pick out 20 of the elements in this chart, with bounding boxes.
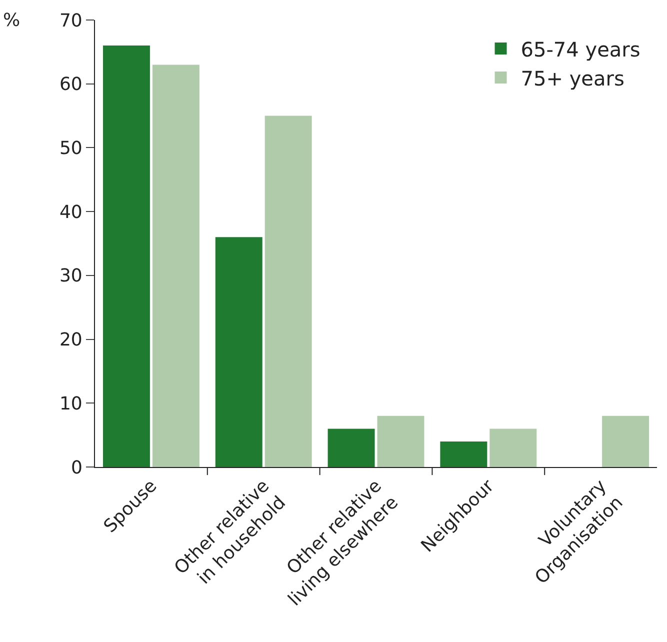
y-tick-label: 30 [59,266,82,287]
bar [490,428,537,467]
y-tick-label: 60 [59,74,82,96]
y-tick-label: 40 [59,202,82,223]
y-axis-title: % [3,10,20,31]
y-tick-label: 10 [59,393,82,414]
y-tick-label: 0 [70,457,82,478]
bar [264,116,312,467]
legend-label: 65-74 years [520,37,640,62]
bar [102,46,150,467]
bar [377,416,424,467]
bar [328,428,375,467]
y-tick-label: 20 [59,330,82,351]
bar [152,64,200,467]
bar [602,416,650,467]
bar [440,441,488,467]
bar [215,237,262,467]
y-tick-label: 50 [59,138,82,160]
y-tick-label: 70 [59,10,82,32]
legend-label: 75+ years [520,66,624,90]
